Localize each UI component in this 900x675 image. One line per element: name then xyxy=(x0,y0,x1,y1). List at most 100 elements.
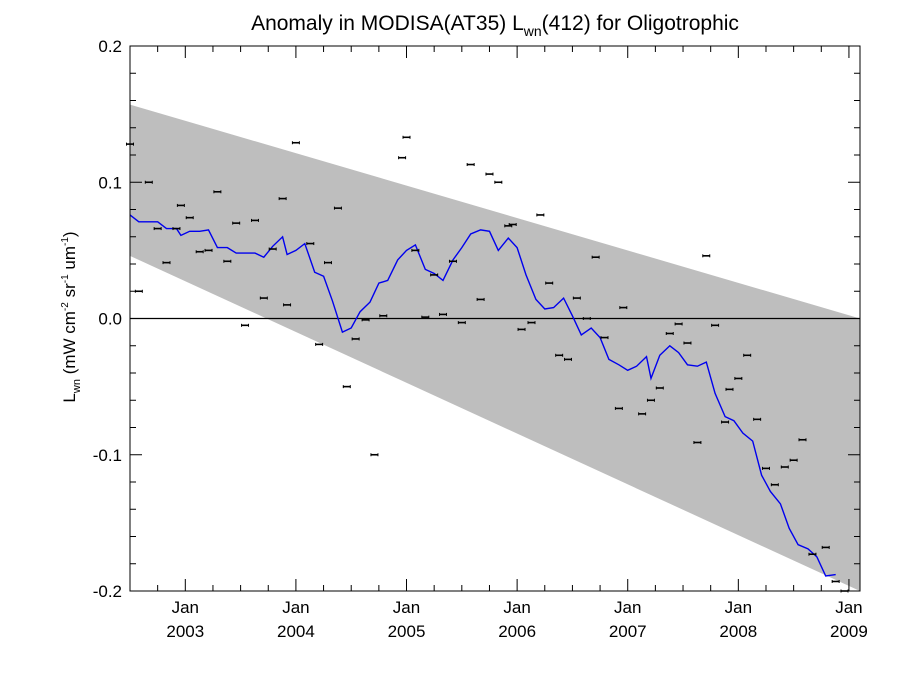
y-tick-label: -0.2 xyxy=(93,582,122,601)
data-point xyxy=(283,303,292,307)
ylabel-l: L xyxy=(60,393,79,402)
uncertainty-band-layer xyxy=(130,104,860,592)
x-tick-month-label: Jan xyxy=(835,598,862,617)
uncertainty-band xyxy=(130,104,860,592)
x-tick-labels: Jan 2003 Jan 2004 Jan 2005 Jan 2006 Jan 2007 Jan 20… xyxy=(166,598,867,641)
data-point xyxy=(564,357,572,361)
x-tick-month-label: Jan xyxy=(725,598,752,617)
data-point xyxy=(315,342,324,346)
x-tick-year-label: 2008 xyxy=(719,622,757,641)
data-point xyxy=(702,254,711,258)
data-point xyxy=(351,337,360,341)
data-point xyxy=(753,417,762,421)
data-point xyxy=(185,216,194,220)
data-point xyxy=(333,206,342,210)
data-point xyxy=(674,322,683,326)
data-point xyxy=(306,242,315,246)
data-point xyxy=(323,261,332,265)
data-point xyxy=(798,438,807,442)
y-tick-label: 0.2 xyxy=(98,37,122,56)
data-point xyxy=(402,135,411,139)
x-tick-year-label: 2005 xyxy=(388,622,426,641)
data-point xyxy=(761,466,770,470)
data-point xyxy=(517,327,526,331)
data-point xyxy=(457,321,466,325)
data-point xyxy=(291,141,300,145)
y-tick-label: -0.1 xyxy=(93,446,122,465)
data-point xyxy=(725,387,734,391)
ylabel-exp3: -1 xyxy=(60,237,71,246)
ylabel-wn: wn xyxy=(71,379,83,394)
data-point xyxy=(195,250,204,254)
data-point xyxy=(241,323,250,327)
data-point xyxy=(134,289,143,293)
x-tick-month-label: Jan xyxy=(614,598,641,617)
running-mean-line xyxy=(129,214,836,577)
x-tick-month-label: Jan xyxy=(172,598,199,617)
data-point xyxy=(439,312,448,316)
x-tick-year-label: 2009 xyxy=(830,622,868,641)
x-tick-year-label: 2006 xyxy=(498,622,536,641)
data-point xyxy=(466,163,475,167)
x-tick-year-label: 2004 xyxy=(277,622,315,641)
ylabel-exp2: -1 xyxy=(60,274,71,283)
plot-area xyxy=(126,45,861,593)
data-points-layer xyxy=(126,135,849,593)
data-point xyxy=(223,259,232,263)
data-point xyxy=(600,336,609,340)
data-point xyxy=(144,180,153,184)
data-point xyxy=(638,412,647,416)
data-point xyxy=(655,386,664,390)
data-point xyxy=(711,323,720,327)
data-point xyxy=(555,353,564,357)
ticks-layer xyxy=(129,45,860,592)
y-tick-labels: 0.2 0.1 0.0 -0.1 -0.2 xyxy=(93,37,122,601)
x-tick-year-label: 2003 xyxy=(166,622,204,641)
running-mean-layer xyxy=(129,214,836,577)
data-point xyxy=(821,545,830,549)
data-point xyxy=(545,281,554,285)
data-point xyxy=(734,376,743,380)
data-point xyxy=(204,248,213,252)
data-point xyxy=(646,398,655,402)
data-point xyxy=(789,458,798,462)
data-point xyxy=(361,318,370,322)
data-point xyxy=(721,420,730,424)
x-tick-month-label: Jan xyxy=(503,598,530,617)
chart-title: Anomaly in MODISA(AT35) Lwn(412) for Oli… xyxy=(251,12,739,39)
x-tick-month-label: Jan xyxy=(282,598,309,617)
ylabel-units-open: (mW cm xyxy=(60,311,79,379)
data-point xyxy=(172,227,181,231)
data-point xyxy=(780,465,789,469)
data-point xyxy=(232,221,241,225)
y-axis-label: Lwn (mW cm-2 sr-1 um-1) xyxy=(60,231,83,402)
data-point xyxy=(411,248,420,252)
data-point xyxy=(476,297,485,301)
data-point xyxy=(683,341,692,345)
data-point xyxy=(153,227,162,231)
data-point xyxy=(808,552,817,556)
data-point xyxy=(591,255,600,259)
data-point xyxy=(536,213,545,217)
x-tick-month-label: Jan xyxy=(393,598,420,617)
data-point xyxy=(430,273,439,277)
data-point xyxy=(213,190,222,194)
data-point xyxy=(448,259,457,263)
data-point xyxy=(508,222,517,226)
data-point xyxy=(831,579,840,583)
ylabel-sr: sr xyxy=(60,283,79,302)
title-suffix: (412) for Oligotrophic xyxy=(542,12,739,35)
data-point xyxy=(398,156,407,160)
data-point xyxy=(614,406,623,410)
title-subscript: wn xyxy=(523,23,542,39)
ylabel-exp1: -2 xyxy=(60,302,71,311)
data-point xyxy=(494,180,503,184)
data-point xyxy=(743,353,752,357)
data-point xyxy=(162,261,171,265)
data-point xyxy=(485,172,494,176)
data-point xyxy=(665,331,674,335)
data-point xyxy=(268,247,277,251)
y-tick-label: 0.1 xyxy=(98,173,122,192)
data-point xyxy=(176,203,185,207)
